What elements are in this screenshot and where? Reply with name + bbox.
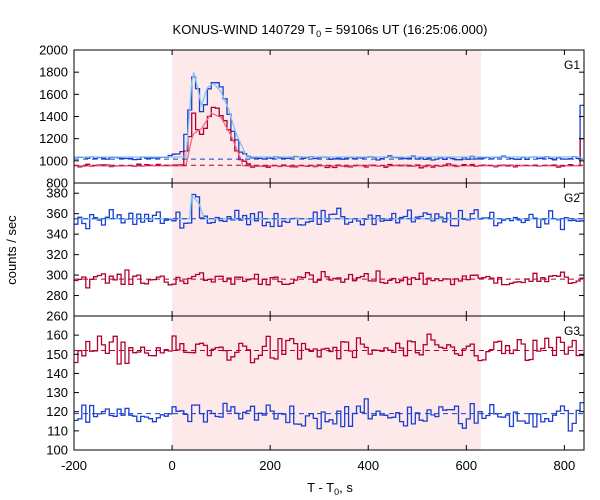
y-tick-label-G2: 340 — [46, 227, 68, 242]
x-tick-label: 600 — [455, 458, 477, 473]
y-tick-label-G2: 320 — [46, 247, 68, 262]
y-tick-label-G3: 120 — [46, 404, 68, 419]
y-tick-label-G3: 130 — [46, 385, 68, 400]
series-G3-red_series — [74, 333, 584, 365]
y-tick-label-G3: 110 — [47, 423, 68, 438]
y-axis-label: counts / sec — [4, 215, 19, 285]
y-tick-label-G3: 100 — [46, 443, 68, 458]
fit-G1-fit_pink — [74, 112, 582, 167]
x-tick-label: 800 — [554, 458, 576, 473]
panel-label-G1: G1 — [564, 58, 580, 72]
y-tick-label-G1: 2000 — [39, 43, 68, 58]
x-tick-label: 200 — [259, 458, 281, 473]
panel-frame-G3 — [73, 315, 585, 451]
y-tick-label-G2: 380 — [46, 186, 68, 201]
series-G1-red_series — [74, 106, 584, 169]
y-tick-label-G2: 280 — [46, 288, 68, 303]
plot-layer: 800100012001400160018002000G126028030032… — [39, 43, 585, 473]
y-tick-label-G2: 360 — [46, 206, 68, 221]
series-G2-blue_series — [74, 193, 584, 231]
x-axis-label: T - T0, s — [307, 480, 353, 497]
panel-label-G2: G2 — [564, 191, 580, 205]
panel-label-G3: G3 — [564, 324, 580, 338]
y-tick-label-G3: 150 — [46, 347, 68, 362]
y-tick-label-G1: 1000 — [39, 153, 68, 168]
x-tick-label: 400 — [357, 458, 379, 473]
y-tick-label-G3: 140 — [46, 366, 68, 381]
x-tick-label: 0 — [168, 458, 175, 473]
y-tick-label-G2: 260 — [46, 309, 68, 324]
y-tick-label-G3: 160 — [46, 328, 68, 343]
y-tick-label-G1: 1800 — [39, 65, 68, 80]
x-tick-label: -200 — [61, 458, 87, 473]
fit-G1-fit_light — [74, 72, 582, 158]
y-tick-label-G1: 1200 — [39, 131, 68, 146]
chart-title: KONUS-WIND 140729 T0 = 59106s UT (16:25:… — [173, 22, 488, 39]
y-tick-label-G1: 800 — [46, 176, 68, 191]
series-G2-red_series — [74, 269, 584, 289]
y-tick-label-G1: 1400 — [39, 109, 68, 124]
y-tick-label-G2: 300 — [46, 268, 68, 283]
shaded-interval — [172, 50, 482, 450]
y-tick-label-G1: 1600 — [39, 87, 68, 102]
